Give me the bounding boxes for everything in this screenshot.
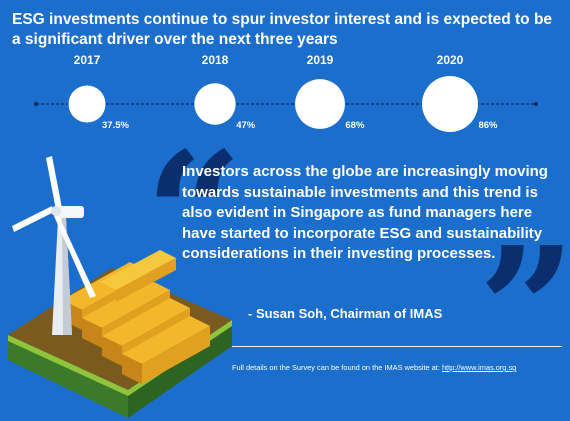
timeline-start-dot [34,102,38,106]
footnote: Full details on the Survey can be found … [232,363,564,372]
quote-text: Investors across the globe are increasin… [182,163,548,262]
bubble-2018 [194,83,236,125]
footnote-text: Full details on the Survey can be found … [232,363,442,372]
ground-left-side [8,335,128,418]
turbine-tower-shade [62,218,72,335]
divider [232,346,562,347]
value-label-2019: 68% [345,120,365,131]
turbine-blade-up [46,156,62,210]
value-label-2017: 37.5% [102,120,129,131]
bubble-2020 [422,76,478,132]
headline: ESG investments continue to spur investo… [12,11,553,48]
turbine-blade-left [12,206,54,232]
turbine-blade-down [54,214,96,298]
ground-grass-edge [8,320,232,396]
value-label-2020: 86% [478,120,498,131]
year-label-2020: 2020 [437,53,464,67]
wind-turbine-solar-illustration [8,156,232,418]
turbine-nacelle [54,206,84,218]
solar-panels [62,250,210,384]
imas-website-link[interactable]: http://www.imas.org.sg [441,363,517,372]
close-quote-icon: ” [478,210,570,410]
turbine-hub [51,206,61,216]
year-label-2019: 2019 [307,53,334,67]
bubble-2019 [295,79,345,129]
bubble-2017 [68,85,106,123]
timeline-end-dot [534,102,538,106]
value-label-2018: 47% [236,120,256,131]
year-label-2018: 2018 [202,53,229,67]
year-label-2017: 2017 [74,53,101,67]
quote-attribution: - Susan Soh, Chairman of IMAS [248,306,443,321]
bubble-chart: 2017 37.5% 2018 47% 2019 68% 2020 86% [34,53,538,132]
